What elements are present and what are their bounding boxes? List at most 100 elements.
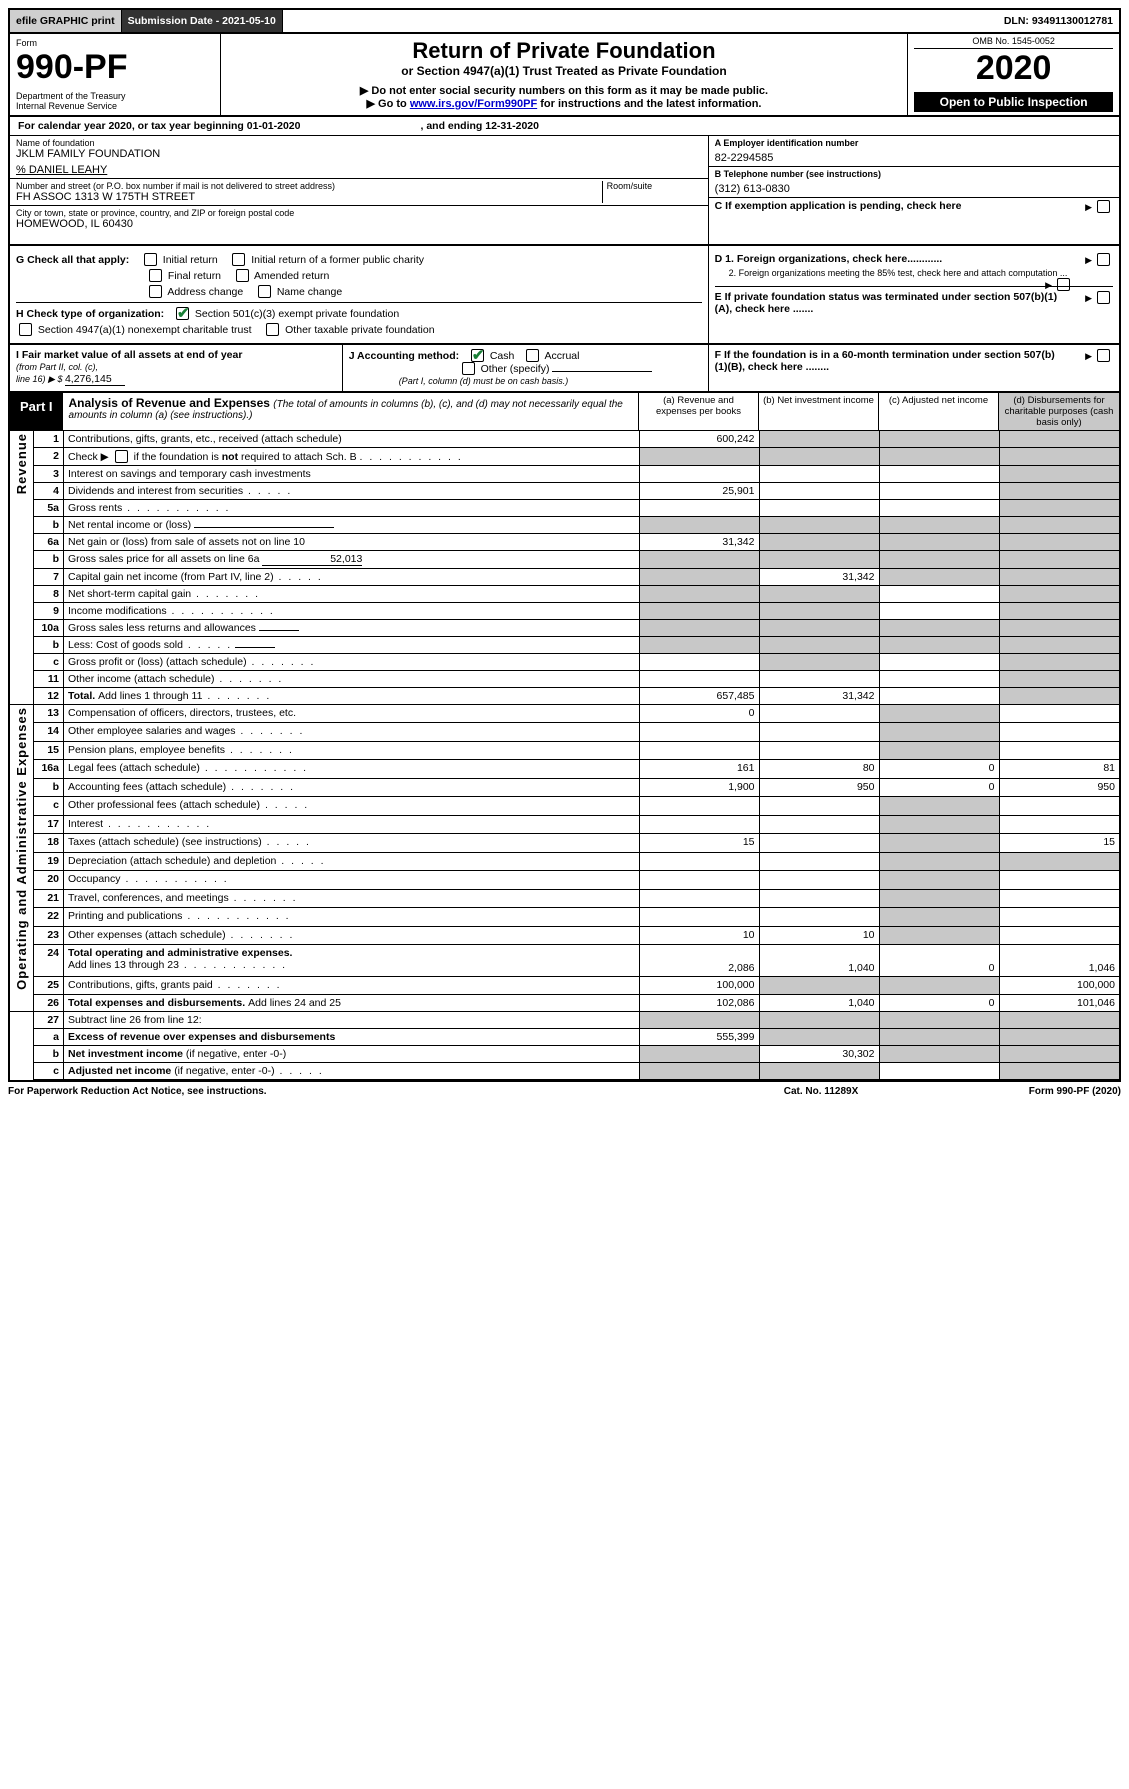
part1-title: Analysis of Revenue and Expenses — [69, 396, 274, 410]
j-accrual-checkbox[interactable] — [526, 349, 539, 362]
col-c-header: (c) Adjusted net income — [879, 393, 999, 430]
form-number: 990-PF — [16, 48, 214, 87]
i-label-1: I Fair market value of all assets at end… — [16, 349, 242, 361]
j-cash-label: Cash — [490, 350, 515, 362]
row-text: Pension plans, employee benefits — [64, 741, 640, 759]
d2-label: 2. Foreign organizations meeting the 85%… — [729, 268, 1068, 278]
d2-checkbox[interactable] — [1057, 278, 1070, 291]
row-text: Contributions, gifts, grants, etc., rece… — [64, 431, 640, 448]
h-other-taxable-checkbox[interactable] — [266, 323, 279, 336]
j-cash-checkbox[interactable] — [471, 349, 484, 362]
g-name-change-label: Name change — [277, 286, 342, 298]
submission-date-button[interactable]: Submission Date - 2021-05-10 — [122, 10, 283, 32]
row-text: Capital gain net income (from Part IV, l… — [64, 569, 640, 586]
row-text: Total. Add lines 1 through 11 — [64, 688, 640, 705]
g-initial-return-checkbox[interactable] — [144, 253, 157, 266]
part1-label: Part I — [10, 393, 63, 430]
row-text: Total expenses and disbursements. Add li… — [64, 995, 640, 1012]
tax-year-begin: 01-01-2020 — [247, 120, 301, 132]
omb-number: OMB No. 1545-0052 — [914, 36, 1113, 49]
g-initial-former-label: Initial return of a former public charit… — [251, 254, 424, 266]
row-text: Legal fees (attach schedule) — [64, 760, 640, 778]
j-accrual-label: Accrual — [544, 350, 579, 362]
tax-year-end: 12-31-2020 — [485, 120, 539, 132]
row-text: Gross sales less returns and allowances — [64, 620, 640, 637]
row-text: Total operating and administrative expen… — [64, 945, 640, 977]
h-501c3-label: Section 501(c)(3) exempt private foundat… — [195, 308, 399, 320]
j-label: J Accounting method: — [349, 350, 459, 362]
h-501c3-checkbox[interactable] — [176, 307, 189, 320]
form-word: Form — [16, 38, 214, 48]
footer: For Paperwork Reduction Act Notice, see … — [8, 1082, 1121, 1097]
form-header: Form 990-PF Department of the Treasury I… — [8, 34, 1121, 116]
cell-a: 600,242 — [639, 431, 759, 448]
row-num: 1 — [34, 431, 64, 448]
check-section: G Check all that apply: Initial return I… — [8, 246, 1121, 345]
dept-line1: Department of the Treasury — [16, 91, 214, 101]
efile-print-button[interactable]: efile GRAPHIC print — [10, 10, 122, 32]
part1-table: Revenue 1 Contributions, gifts, grants, … — [10, 430, 1119, 1080]
city-state-zip: HOMEWOOD, IL 60430 — [16, 218, 702, 230]
col-b-header: (b) Net investment income — [759, 393, 879, 430]
row-text: Net investment income (if negative, ente… — [64, 1046, 640, 1063]
catalog-number: Cat. No. 11289X — [721, 1086, 921, 1097]
j-note: (Part I, column (d) must be on cash basi… — [399, 376, 569, 386]
j-other-label: Other (specify) — [481, 363, 550, 375]
care-of: % DANIEL LEAHY — [16, 164, 702, 176]
g-final-return-label: Final return — [168, 270, 221, 282]
g-initial-former-checkbox[interactable] — [232, 253, 245, 266]
row-text: Gross profit or (loss) (attach schedule) — [64, 654, 640, 671]
form-note-link: ▶ Go to www.irs.gov/Form990PF for instru… — [227, 97, 902, 110]
foundation-name: JKLM FAMILY FOUNDATION — [16, 148, 702, 160]
row-text: Gross sales price for all assets on line… — [64, 551, 640, 569]
d1-checkbox[interactable] — [1097, 253, 1110, 266]
ein-value: 82-2294585 — [715, 152, 1113, 164]
identity-block: Name of foundation JKLM FAMILY FOUNDATIO… — [8, 136, 1121, 246]
expenses-side-label: Operating and Administrative Expenses — [14, 707, 29, 990]
ijf-section: I Fair market value of all assets at end… — [8, 345, 1121, 393]
paperwork-notice: For Paperwork Reduction Act Notice, see … — [8, 1086, 721, 1097]
g-label: G Check all that apply: — [16, 254, 129, 266]
g-name-change-checkbox[interactable] — [258, 285, 271, 298]
phone-label: B Telephone number (see instructions) — [715, 169, 1113, 179]
e-checkbox[interactable] — [1097, 291, 1110, 304]
form-ref: Form 990-PF (2020) — [921, 1086, 1121, 1097]
col-a-header: (a) Revenue and expenses per books — [639, 393, 759, 430]
tax-year: 2020 — [914, 49, 1113, 88]
f-checkbox[interactable] — [1097, 349, 1110, 362]
row-text: Depreciation (attach schedule) and deple… — [64, 852, 640, 870]
row-text: Check ▶ if the foundation is not require… — [64, 448, 640, 466]
row-text: Taxes (attach schedule) (see instruction… — [64, 834, 640, 852]
address-label: Number and street (or P.O. box number if… — [16, 181, 602, 191]
exemption-pending-checkbox[interactable] — [1097, 200, 1110, 213]
name-label: Name of foundation — [16, 138, 702, 148]
revenue-side-label: Revenue — [14, 433, 29, 494]
row-text: Less: Cost of goods sold — [64, 637, 640, 654]
phone-value: (312) 613-0830 — [715, 183, 1113, 195]
row-text: Occupancy — [64, 871, 640, 889]
h-label: H Check type of organization: — [16, 308, 164, 320]
fmv-value: 4,276,145 — [65, 373, 125, 386]
g-amended-label: Amended return — [254, 270, 329, 282]
g-final-return-checkbox[interactable] — [149, 269, 162, 282]
h-other-taxable-label: Other taxable private foundation — [285, 324, 434, 336]
row-text: Subtract line 26 from line 12: — [64, 1012, 640, 1029]
row-text: Net gain or (loss) from sale of assets n… — [64, 534, 640, 551]
irs-link[interactable]: www.irs.gov/Form990PF — [410, 98, 537, 110]
row-text: Gross rents — [64, 500, 640, 517]
row-text: Travel, conferences, and meetings — [64, 889, 640, 907]
row-text: Accounting fees (attach schedule) — [64, 778, 640, 796]
row-text: Printing and publications — [64, 908, 640, 926]
g-address-change-checkbox[interactable] — [149, 285, 162, 298]
row-text: Other income (attach schedule) — [64, 671, 640, 688]
open-to-public: Open to Public Inspection — [914, 92, 1113, 112]
room-label: Room/suite — [607, 181, 702, 191]
form-title: Return of Private Foundation — [227, 38, 902, 64]
form-note-ssn: ▶ Do not enter social security numbers o… — [227, 84, 902, 97]
schB-checkbox[interactable] — [115, 450, 128, 463]
row-text: Other expenses (attach schedule) — [64, 926, 640, 944]
g-amended-checkbox[interactable] — [236, 269, 249, 282]
part1-header: Part I Analysis of Revenue and Expenses … — [10, 393, 1119, 430]
row-text: Adjusted net income (if negative, enter … — [64, 1063, 640, 1080]
h-4947-checkbox[interactable] — [19, 323, 32, 336]
